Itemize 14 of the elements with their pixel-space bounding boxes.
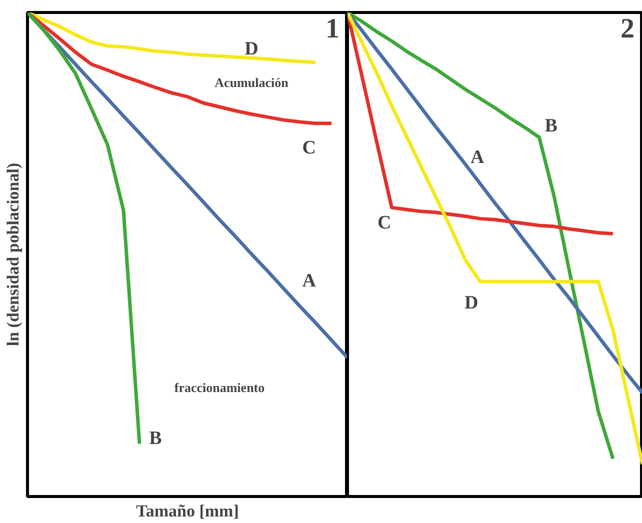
series-label: A (302, 270, 316, 292)
chart-title: 2 (620, 14, 634, 44)
series-label: D (464, 292, 478, 314)
series-label: C (378, 212, 392, 234)
series-label: C (302, 138, 316, 159)
chart-title: 1 (326, 14, 340, 44)
series-label: B (149, 428, 162, 449)
annotation: fraccionamiento (174, 380, 265, 396)
y-axis-title: ln (densidad poblacional) (4, 162, 22, 346)
series-label: D (244, 38, 258, 60)
series-label: B (544, 116, 558, 137)
series-label: A (470, 147, 484, 168)
x-axis-title: Tamaño [mm] (136, 502, 239, 520)
annotation: Acumulación (214, 75, 290, 90)
